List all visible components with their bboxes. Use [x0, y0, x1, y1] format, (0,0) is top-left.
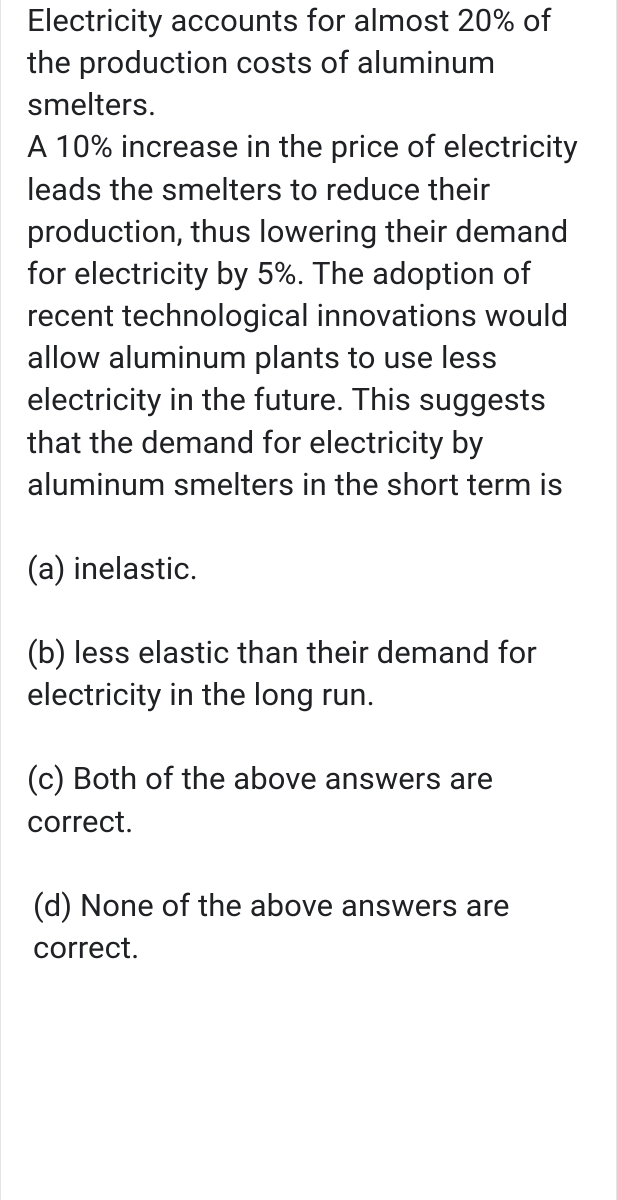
question-paragraph-1: Electricity accounts for almost 20% of t… — [27, 0, 590, 126]
question-card: Electricity accounts for almost 20% of t… — [0, 0, 617, 1200]
option-d[interactable]: (d) None of the above answers are correc… — [27, 885, 590, 969]
option-c[interactable]: (c) Both of the above answers are correc… — [27, 758, 590, 842]
option-b[interactable]: (b) less elastic than their demand for e… — [27, 632, 590, 716]
option-a[interactable]: (a) inelastic. — [27, 548, 590, 590]
question-paragraph-2: A 10% increase in the price of electrici… — [27, 126, 590, 505]
